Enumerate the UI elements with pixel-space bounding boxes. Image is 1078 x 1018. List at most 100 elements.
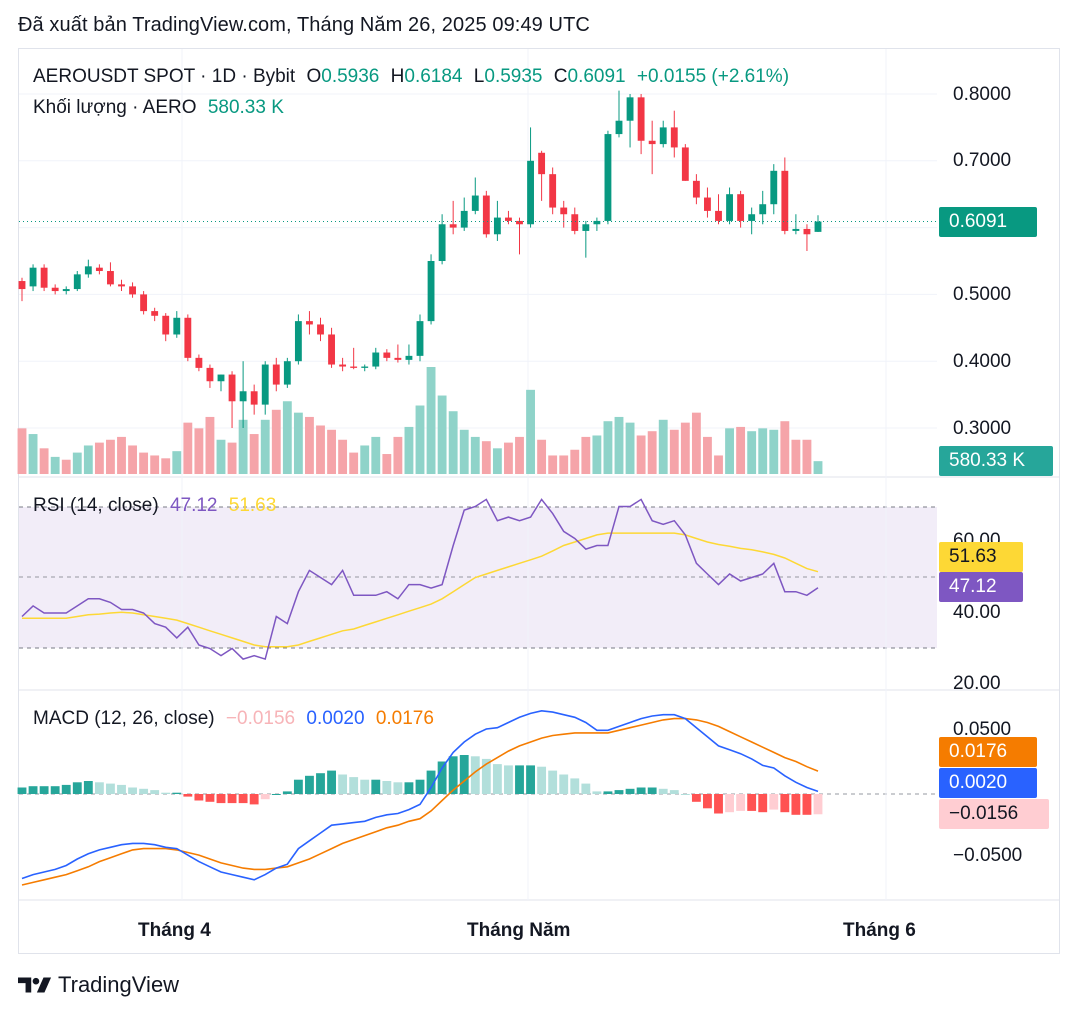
macd-histogram-bar	[260, 794, 270, 800]
macd-histogram-bar	[636, 787, 646, 794]
candle-body	[29, 267, 37, 287]
volume-bar	[238, 419, 248, 474]
volume-bar	[227, 442, 237, 474]
macd-histogram-bar	[747, 794, 757, 811]
macd-histogram-bar	[736, 794, 746, 811]
rsi-ma-tag: 51.63	[939, 542, 1023, 572]
candle-body	[704, 197, 711, 211]
candle-body	[505, 217, 512, 221]
volume-bar	[504, 442, 513, 474]
candle-body	[228, 374, 236, 402]
macd-histogram-bar	[106, 783, 115, 794]
macd-histogram-bar	[813, 794, 823, 815]
candle-body	[217, 374, 225, 382]
candle-body	[527, 160, 534, 225]
macd-histogram-bar	[183, 794, 193, 797]
time-label-june: Tháng 6	[843, 920, 916, 941]
candle-body	[571, 214, 579, 231]
candle-body	[195, 357, 203, 368]
candle-body	[151, 311, 159, 316]
macd-histogram-bar	[415, 779, 425, 794]
volume-bar	[117, 436, 126, 474]
candle-body	[118, 284, 125, 287]
time-label-april: Tháng 4	[138, 920, 211, 941]
rsi-tick: 40.00	[953, 602, 1001, 623]
macd-histogram-bar	[128, 787, 137, 794]
candle-body	[184, 317, 192, 358]
volume-bar	[802, 439, 812, 474]
price-tick: 0.7000	[953, 150, 1012, 171]
rsi-tag: 47.12	[939, 572, 1023, 602]
macd-histogram-bar	[50, 786, 60, 794]
candle-body	[670, 127, 678, 148]
volume-bar	[592, 435, 602, 474]
candle-body	[427, 261, 435, 322]
candle-body	[737, 194, 745, 221]
macd-line	[21, 709, 819, 881]
volume-bar	[172, 451, 182, 474]
candle-body	[416, 321, 424, 356]
volume-bar	[603, 421, 613, 474]
macd-histogram-bar	[647, 787, 657, 794]
volume-bar	[83, 445, 93, 474]
candle-body	[482, 195, 490, 235]
candle-body	[538, 152, 546, 175]
price-tick: 0.5000	[953, 284, 1012, 305]
macd-histogram-bar	[271, 794, 281, 795]
candle-body	[814, 221, 822, 232]
macd-histogram-bar	[481, 758, 491, 794]
macd-histogram-bar	[293, 779, 303, 794]
volume-bar	[559, 455, 569, 474]
chart-frame[interactable]	[18, 48, 1060, 954]
macd-histogram-bar	[504, 765, 513, 794]
macd-histogram-bar	[249, 794, 259, 805]
macd-histogram-bar	[780, 794, 790, 813]
low-value: L0.5935	[473, 66, 543, 87]
candle-body	[449, 224, 457, 228]
volume-bar	[316, 425, 325, 474]
candle-body	[648, 140, 656, 145]
macd-histogram-bar	[603, 791, 613, 794]
candle-body	[173, 317, 181, 335]
volume-label: Khối lượng · AERO	[33, 97, 197, 118]
macd-histogram-bar	[349, 777, 359, 794]
candle-body	[626, 97, 634, 121]
volume-bar	[747, 431, 757, 474]
macd-histogram-bar	[437, 761, 447, 794]
macd-histogram-bar	[459, 755, 469, 794]
signal-tag: 0.0176	[939, 737, 1037, 767]
candle-body	[637, 97, 645, 141]
volume-bar	[492, 448, 502, 474]
macd-histogram-bar	[205, 794, 215, 802]
macd-histogram-bar	[305, 775, 314, 794]
macd-histogram-bar	[316, 773, 325, 794]
candle-body	[438, 224, 446, 261]
volume-bar	[714, 455, 723, 474]
volume-bar	[526, 389, 535, 474]
candle-body	[615, 120, 623, 135]
volume-bar	[249, 434, 259, 474]
candle-body	[162, 315, 170, 335]
volume-bar	[371, 436, 381, 474]
candle-body	[460, 210, 468, 228]
volume-bar	[293, 412, 303, 474]
macd-histogram-bar	[61, 784, 71, 794]
volume-bar	[28, 434, 38, 474]
macd-tick: 0.0500	[953, 719, 1012, 740]
macd-histogram-bar	[714, 794, 723, 814]
volume-bar	[614, 416, 624, 474]
histogram-value: −0.0156	[225, 708, 296, 729]
volume-bar	[725, 428, 734, 474]
macd-histogram-bar	[227, 794, 237, 804]
volume-value: 580.33 K	[207, 97, 284, 118]
candle-body	[339, 364, 347, 367]
volume-bar	[194, 428, 204, 474]
volume-bar	[271, 409, 281, 474]
candle-body	[73, 274, 81, 290]
open-value: O0.5936	[306, 66, 380, 87]
macd-histogram-bar	[194, 794, 204, 801]
macd-histogram-bar	[139, 788, 149, 794]
volume-bar	[636, 435, 646, 474]
macd-histogram-bar	[238, 794, 248, 804]
